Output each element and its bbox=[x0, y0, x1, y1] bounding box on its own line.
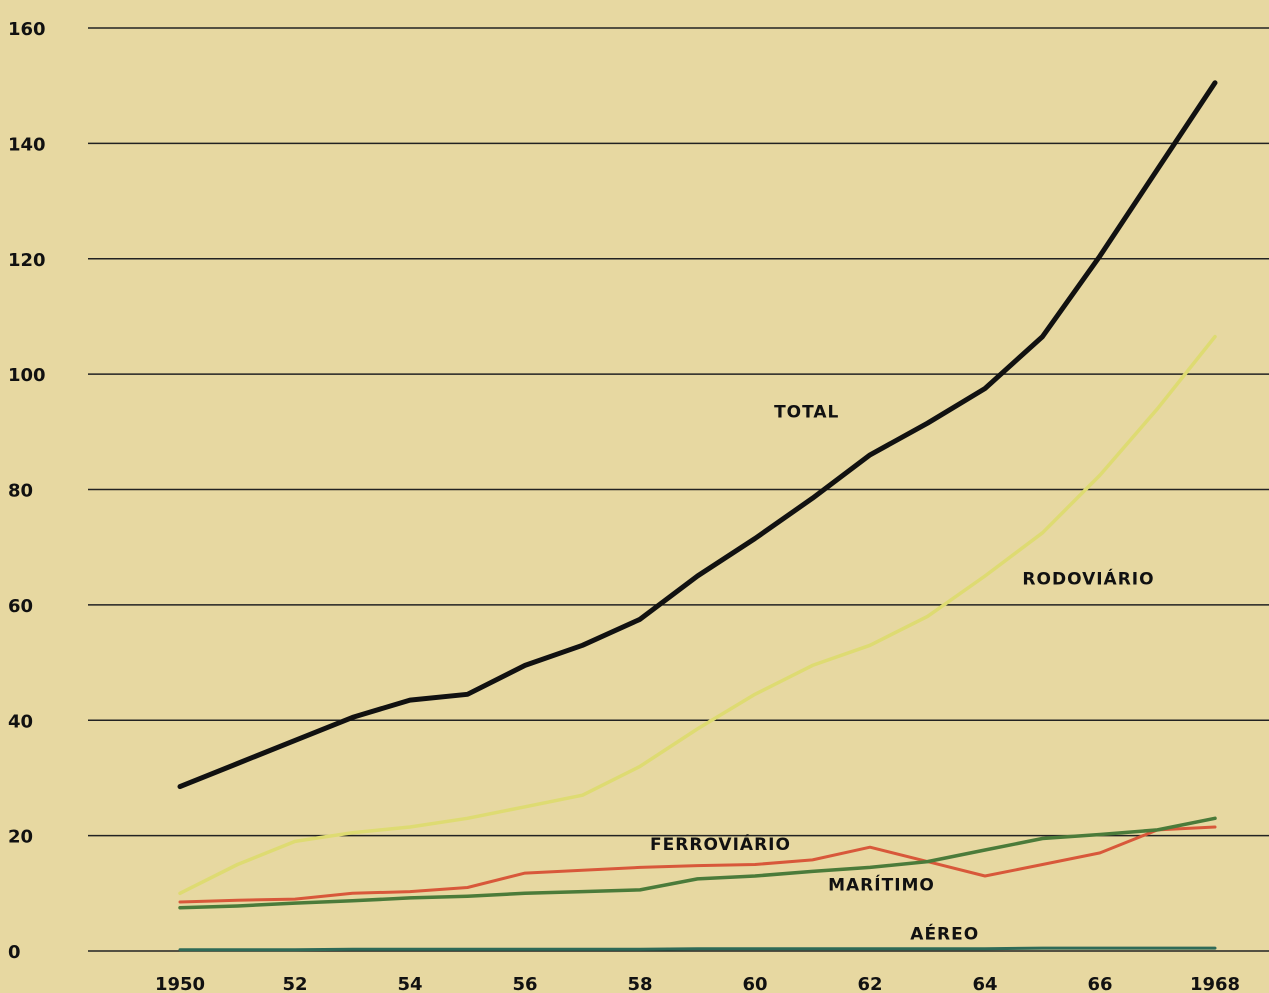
x-tick-label: 1968 bbox=[1190, 974, 1240, 993]
series-line bbox=[178, 816, 1217, 910]
x-tick-label: 60 bbox=[742, 974, 767, 993]
x-tick-label: 54 bbox=[397, 974, 422, 993]
series-labels: TOTAL RODOVIÁRIO FERROVIÁRIO MARÍTIMO AÉREO bbox=[650, 402, 1154, 944]
series-line bbox=[178, 825, 1217, 904]
series-lines bbox=[177, 80, 1218, 952]
y-axis-tick-labels: 0 20 40 60 80 100 120 140 160 bbox=[8, 19, 46, 963]
series-label: FERROVIÁRIO bbox=[650, 833, 791, 855]
x-tick-label: 66 bbox=[1087, 974, 1112, 993]
x-tick-label: 1950 bbox=[155, 974, 205, 993]
series-line bbox=[177, 80, 1218, 790]
x-tick-label: 58 bbox=[627, 974, 652, 993]
y-tick-label: 100 bbox=[8, 365, 46, 386]
series-label: AÉREO bbox=[910, 922, 979, 944]
y-tick-label: 140 bbox=[8, 134, 46, 155]
y-tick-label: 60 bbox=[8, 596, 33, 617]
series-line bbox=[178, 946, 1217, 952]
y-tick-label: 80 bbox=[8, 481, 33, 502]
series-label: RODOVIÁRIO bbox=[1022, 568, 1154, 590]
x-axis-tick-labels: 1950 52 54 56 58 60 62 64 66 1968 bbox=[155, 974, 1240, 993]
y-tick-label: 0 bbox=[8, 942, 21, 963]
y-tick-label: 20 bbox=[8, 827, 33, 848]
x-tick-label: 64 bbox=[972, 974, 997, 993]
y-tick-label: 160 bbox=[8, 19, 46, 40]
gridlines bbox=[88, 27, 1269, 952]
series-label: MARÍTIMO bbox=[828, 873, 935, 895]
series-line bbox=[178, 334, 1217, 896]
y-tick-label: 40 bbox=[8, 711, 33, 732]
series-label: TOTAL bbox=[774, 402, 839, 422]
x-tick-label: 62 bbox=[857, 974, 882, 993]
y-tick-label: 120 bbox=[8, 250, 46, 271]
x-tick-label: 56 bbox=[512, 974, 537, 993]
x-tick-label: 52 bbox=[282, 974, 307, 993]
